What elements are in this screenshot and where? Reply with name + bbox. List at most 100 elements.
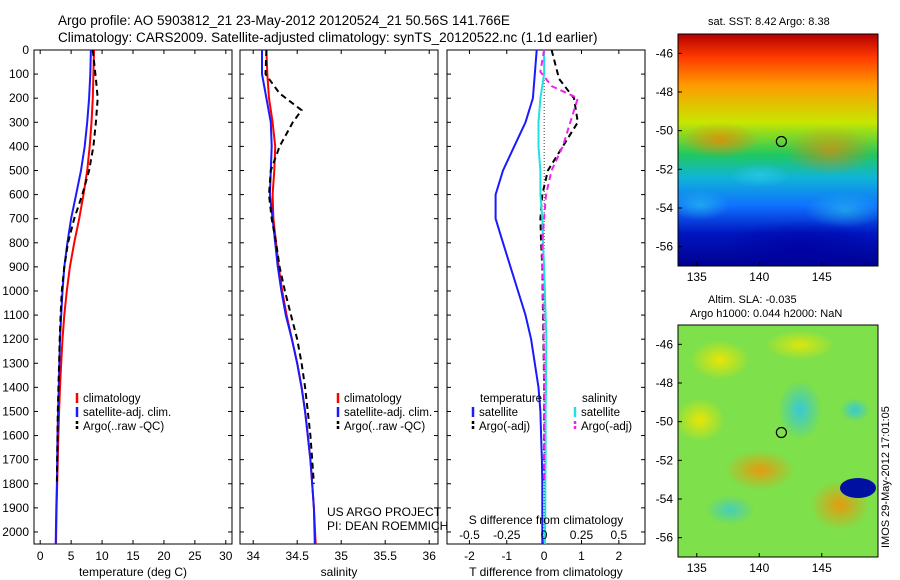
sst_map-lat-label: -46 bbox=[656, 46, 674, 60]
temperature-xlabel: temperature (deg C) bbox=[79, 565, 187, 579]
legend-label: satellite-adj. clim. bbox=[344, 407, 432, 419]
salinity-satellite-adj-clim--line bbox=[261, 50, 316, 544]
difference-xtick-label: 2 bbox=[616, 549, 623, 563]
legend-label: Argo(..raw -QC) bbox=[344, 421, 425, 433]
salinity-axes-frame bbox=[239, 49, 439, 545]
sla-argo-location-marker bbox=[775, 426, 787, 439]
temperature-xtick-label: 0 bbox=[37, 549, 44, 563]
temperature-argo-raw-qc--line bbox=[55, 50, 99, 484]
sst_map-lat-label: -52 bbox=[656, 162, 674, 176]
difference-salinity-satellite-line bbox=[537, 50, 548, 544]
depth-tick-label: 600 bbox=[9, 188, 29, 202]
salinity-xtick-label: 35.5 bbox=[374, 549, 398, 563]
temperature-series-group bbox=[54, 50, 99, 544]
sla_map-lat-label: -46 bbox=[656, 337, 674, 351]
salinity-xtick-label: 36 bbox=[423, 549, 437, 563]
sla-map-frame bbox=[677, 324, 879, 558]
depth-tick-label: 1500 bbox=[2, 404, 29, 418]
difference-xtick-label: 1 bbox=[578, 549, 585, 563]
depth-tick-label: 1900 bbox=[2, 501, 29, 515]
legend-label: Argo(-adj) bbox=[581, 421, 632, 433]
difference-xtick-label: -2 bbox=[464, 549, 475, 563]
depth-tick-label: 700 bbox=[9, 212, 29, 226]
sla-map-subtitle: Argo h1000: 0.044 h2000: NaN bbox=[690, 308, 842, 320]
depth-tick-label: 1100 bbox=[3, 308, 29, 322]
salinity-series-group bbox=[261, 50, 317, 544]
depth-tick-label: 1600 bbox=[2, 429, 29, 443]
temperature-panel: 0100200300400500600700800900100011001200… bbox=[2, 43, 233, 579]
legend-label: satellite-adj. clim. bbox=[83, 407, 171, 419]
sst-map-frame bbox=[677, 33, 879, 267]
sst-map-title: sat. SST: 8.42 Argo: 8.38 bbox=[708, 16, 830, 28]
temperature-xtick-label: 20 bbox=[157, 549, 171, 563]
depth-tick-label: 1800 bbox=[2, 477, 29, 491]
legend-label: satellite bbox=[479, 407, 518, 419]
sst-map-image bbox=[678, 34, 878, 266]
credit-stamp: IMOS 29-May-2012 17:01:05 bbox=[880, 406, 892, 548]
salinity-xlabel: salinity bbox=[321, 565, 358, 579]
figure-title-line2: Climatology: CARS2009. Satellite-adjuste… bbox=[58, 30, 598, 45]
difference-xlabel: T difference from climatology bbox=[469, 565, 623, 579]
temperature-axes-frame bbox=[33, 49, 233, 545]
difference-temperature-satellite-line bbox=[494, 50, 544, 544]
project-annotation: US ARGO PROJECT bbox=[327, 505, 442, 519]
temperature-xtick-label: 25 bbox=[188, 549, 202, 563]
depth-tick-label: 400 bbox=[9, 139, 29, 153]
legend-label: Argo(..raw -QC) bbox=[83, 421, 164, 433]
salinity-difference-xlabel: S difference from climatology bbox=[469, 513, 624, 527]
sla_map-lat-label: -52 bbox=[656, 453, 674, 467]
depth-tick-label: 1700 bbox=[2, 453, 29, 467]
sst_map-lon-label: 135 bbox=[687, 270, 707, 284]
salinity-argo-raw-qc--line bbox=[264, 50, 315, 484]
legend-label: climatology bbox=[344, 393, 402, 405]
sst_map-lon-label: 140 bbox=[749, 270, 769, 284]
legend-label: Argo(-adj) bbox=[479, 421, 530, 433]
depth-tick-label: 500 bbox=[9, 163, 29, 177]
salinity-panel: 34 34.5 35 35.5 36 salinity climatology satelli… bbox=[239, 49, 439, 579]
legend-header-salinity: salinity bbox=[582, 393, 617, 405]
salinity-difference-tick-label: -0.5 bbox=[459, 528, 480, 542]
sst_map-lon-label: 145 bbox=[812, 270, 832, 284]
sst-map-axes: 135 140 145 -46 -48 -50 -52 -54 -56 bbox=[656, 46, 832, 284]
sla_map-lon-label: 145 bbox=[812, 561, 832, 575]
difference-xtick-label: 0 bbox=[541, 549, 548, 563]
depth-tick-label: 2000 bbox=[2, 525, 29, 539]
salinity-difference-tick-label: 0.5 bbox=[611, 528, 628, 542]
salinity-difference-tick-label: -0.25 bbox=[493, 528, 521, 542]
sst_map-lat-label: -50 bbox=[656, 124, 674, 138]
depth-tick-label: 200 bbox=[9, 91, 29, 105]
legend-label: climatology bbox=[83, 393, 141, 405]
sla-map-image bbox=[678, 325, 878, 557]
difference-salinity-argo-adj--line bbox=[539, 50, 580, 484]
depth-tick-label: 0 bbox=[22, 43, 29, 57]
depth-tick-label: 100 bbox=[9, 67, 29, 81]
sla_map-lat-label: -48 bbox=[656, 376, 674, 390]
sla-map-title: Altim. SLA: -0.035 bbox=[708, 294, 797, 306]
temperature-xtick-label: 15 bbox=[126, 549, 140, 563]
sla-map-axes: 135 140 145 -46 -48 -50 -52 -54 -56 bbox=[656, 337, 832, 575]
temperature-xtick-label: 5 bbox=[68, 549, 75, 563]
sla_map-lat-label: -56 bbox=[656, 531, 674, 545]
depth-tick-label: 1000 bbox=[2, 284, 29, 298]
depth-tick-label: 800 bbox=[9, 236, 29, 250]
sst-argo-location-marker bbox=[775, 135, 787, 148]
difference-panel: -2 -1 0 1 2 T difference from climatology -0.5… bbox=[446, 49, 646, 579]
difference-series-group bbox=[494, 50, 580, 544]
pi-annotation: PI: DEAN ROEMMICH bbox=[327, 519, 448, 533]
salinity-xtick-label: 34 bbox=[247, 549, 261, 563]
sla_map-lat-label: -54 bbox=[656, 492, 674, 506]
depth-tick-label: 1400 bbox=[2, 380, 29, 394]
salinity-xtick-label: 34.5 bbox=[286, 549, 310, 563]
legend-label: satellite bbox=[581, 407, 620, 419]
difference-xtick-label: -1 bbox=[501, 549, 512, 563]
depth-tick-label: 900 bbox=[9, 260, 29, 274]
sla_map-lon-label: 135 bbox=[687, 561, 707, 575]
figure-title-line1: Argo profile: AO 5903812_21 23-May-2012 … bbox=[58, 13, 510, 28]
salinity-difference-tick-label: 0.25 bbox=[570, 528, 594, 542]
sla_map-lat-label: -50 bbox=[656, 415, 674, 429]
sst_map-lat-label: -54 bbox=[656, 201, 674, 215]
depth-tick-label: 1300 bbox=[2, 356, 29, 370]
temperature-xtick-label: 30 bbox=[219, 549, 233, 563]
temperature-xtick-label: 10 bbox=[95, 549, 109, 563]
